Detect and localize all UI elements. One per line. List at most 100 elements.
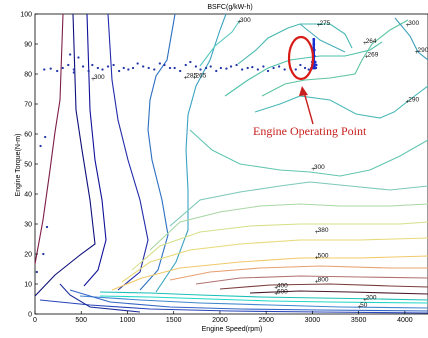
- contour-line: [169, 181, 428, 227]
- data-point: [307, 68, 310, 71]
- contour-line: [195, 275, 428, 285]
- contour-line: [394, 17, 428, 61]
- y-axis-label: Engine Torque(N-m): [15, 134, 22, 197]
- contour-line: [111, 255, 428, 291]
- contour-label-marker: +: [357, 304, 361, 311]
- data-point: [72, 71, 75, 74]
- annotation-label: Engine Operating Point: [253, 124, 367, 138]
- contour-label-marker: +: [363, 40, 367, 47]
- data-point: [219, 66, 223, 70]
- data-point: [184, 63, 187, 67]
- contour-label: 265: [196, 73, 207, 80]
- contour-line: [107, 13, 149, 291]
- data-point: [56, 69, 59, 73]
- data-point: [49, 67, 52, 70]
- contour-label: 300: [314, 164, 325, 171]
- contour-label-marker: +: [274, 285, 278, 292]
- data-point: [96, 66, 100, 70]
- data-point: [122, 66, 125, 70]
- data-point: [136, 62, 139, 65]
- contour-line: [237, 23, 353, 65]
- contour-label-marker: +: [193, 75, 197, 82]
- data-point: [158, 62, 161, 65]
- contour-lines: [34, 13, 428, 314]
- contour-label: 400: [277, 283, 288, 290]
- data-point: [117, 69, 121, 73]
- data-point: [168, 66, 172, 70]
- operating-point-highlight-ellipse: [287, 35, 315, 81]
- x-tick-label: 3500: [351, 317, 367, 324]
- x-tick-label: 0: [33, 317, 37, 324]
- data-point: [45, 225, 49, 229]
- data-point: [131, 66, 135, 70]
- contour-line: [139, 13, 176, 291]
- contour-line: [59, 283, 141, 313]
- data-point: [204, 66, 208, 70]
- y-tick-label: 40: [24, 192, 32, 199]
- data-point: [163, 63, 166, 67]
- y-axis-ticks: 0 10 20 30 40 50 60 70 80 90 100: [20, 12, 38, 319]
- contour-label: 264: [366, 38, 377, 45]
- contour-line: [69, 289, 428, 312]
- contour-label: 300: [408, 20, 419, 27]
- data-point: [283, 68, 286, 71]
- contour-label: 275: [319, 20, 330, 27]
- contour-label-marker: +: [365, 54, 369, 61]
- y-tick-label: 60: [24, 132, 32, 139]
- x-tick-label: 2000: [212, 317, 228, 324]
- data-point: [303, 66, 307, 70]
- data-point: [240, 68, 244, 71]
- contour-label-marker: +: [274, 291, 278, 298]
- contour-label-marker: +: [406, 99, 410, 106]
- contour-line: [224, 41, 383, 97]
- contour-label-marker: +: [315, 255, 319, 262]
- x-tick-label: 2500: [258, 317, 274, 324]
- data-point: [246, 66, 249, 70]
- contour-label: 50: [360, 302, 368, 309]
- contour-label: 290: [408, 97, 419, 104]
- contour-label: 269: [368, 52, 379, 59]
- contour-label: 380: [318, 227, 329, 234]
- data-point: [189, 60, 192, 64]
- x-axis-ticks: 0 500 1000 1500 2000 2500 3000 3500 4000: [33, 311, 413, 324]
- y-tick-label: 70: [24, 102, 32, 109]
- data-point: [229, 65, 233, 68]
- data-point: [194, 65, 198, 68]
- plot-frame: [34, 13, 428, 315]
- contour-label: 800: [318, 277, 329, 284]
- contour-label-marker: +: [184, 75, 188, 82]
- y-tick-label: 10: [24, 282, 32, 289]
- data-point: [42, 252, 45, 256]
- contour-line: [155, 13, 227, 293]
- data-point: [299, 63, 302, 67]
- data-point: [179, 69, 182, 73]
- contour-label: 300: [240, 17, 251, 24]
- y-tick-label: 100: [20, 12, 32, 19]
- y-tick-label: 90: [24, 42, 32, 49]
- y-tick-label: 80: [24, 72, 32, 79]
- data-point: [112, 63, 115, 67]
- contour-label-marker: +: [363, 297, 367, 304]
- data-point: [225, 67, 228, 70]
- data-point: [277, 65, 281, 68]
- data-point: [39, 144, 42, 148]
- contour-line: [121, 237, 428, 283]
- data-point: [68, 53, 72, 56]
- contour-line: [34, 13, 64, 265]
- contour-line: [299, 23, 346, 53]
- x-tick-label: 3000: [305, 317, 321, 324]
- contour-line: [131, 221, 428, 271]
- contour-line: [219, 283, 428, 290]
- x-tick-label: 1500: [166, 317, 182, 324]
- data-point: [35, 270, 38, 274]
- contour-line: [99, 295, 428, 304]
- chart-title: BSFC(g/kW-h): [207, 4, 252, 11]
- data-point: [101, 68, 104, 71]
- annotation-arrow: [299, 86, 314, 125]
- data-point: [67, 63, 70, 67]
- contour-line: [83, 13, 107, 287]
- contour-line: [34, 13, 96, 297]
- data-point: [262, 65, 265, 68]
- operating-point: [314, 63, 318, 67]
